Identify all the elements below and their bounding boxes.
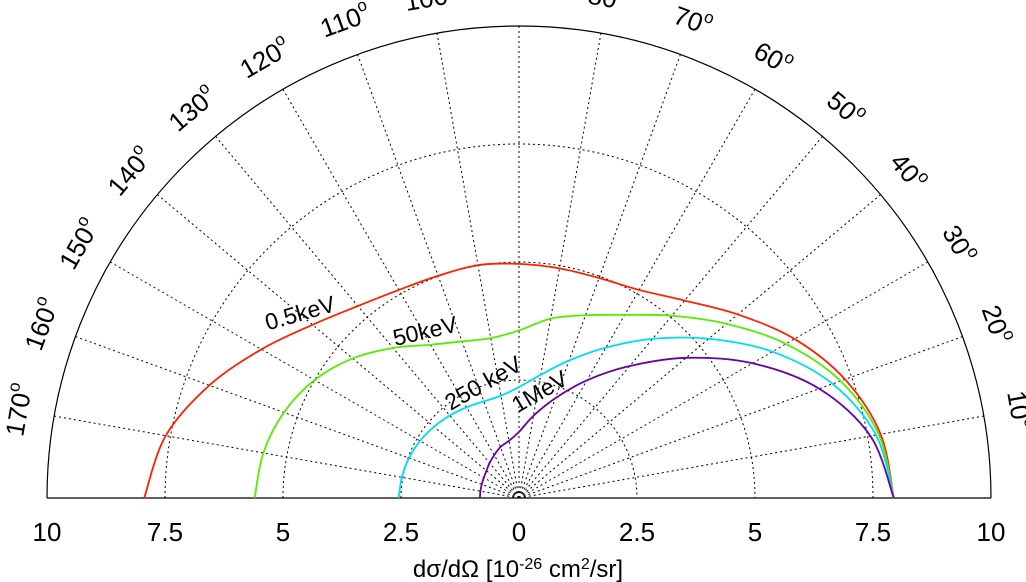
angle-label-value: 60 (749, 35, 789, 75)
angle-label: 150o (50, 212, 105, 274)
grid-spoke (518, 136, 823, 499)
axis-tick-label: 10 (977, 517, 1006, 547)
axis-tick-label: 5 (276, 517, 290, 547)
angle-label-value: 100 (402, 0, 450, 17)
x-axis-label-middle: cm (542, 556, 581, 582)
angle-label: 120o (233, 29, 295, 84)
grid-circle (400, 379, 638, 499)
angle-label: 90o (500, 0, 538, 5)
grid-spoke (518, 33, 602, 499)
angle-label: 110o (315, 0, 374, 43)
angle-label-value: 90 (500, 0, 529, 5)
grid-spoke (518, 415, 984, 499)
x-axis-label-exponent-2: 2 (581, 556, 590, 573)
grid-spoke (518, 54, 681, 499)
degree-symbol: o (4, 381, 24, 394)
angle-label: 50o (821, 83, 872, 133)
angle-label-value: 160 (18, 303, 61, 354)
curve-label: 0.5keV (262, 290, 339, 335)
frame-layer (46, 25, 992, 499)
angle-label: 80o (586, 0, 630, 16)
outer-arc (46, 25, 992, 499)
x-axis-label: dσ/dΩ [10-26 cm2/sr] (413, 556, 623, 582)
angle-label: 160o (16, 293, 65, 354)
axis-tick-label: 2.5 (383, 517, 419, 547)
grid-spoke (157, 194, 520, 499)
series-curve (397, 336, 895, 499)
series-curve (143, 262, 895, 499)
axis-tick-layer: 10 7.5 5 2.5 0 2.5 5 7.5 10 (33, 517, 1006, 547)
axis-tick-label: 7.5 (855, 517, 891, 547)
angle-label: 140o (99, 140, 158, 202)
angle-label-value: 70 (670, 0, 707, 38)
axis-tick-label: 7.5 (147, 517, 183, 547)
angle-label: 40o (884, 145, 934, 196)
grid-spoke (518, 88, 756, 499)
x-axis-label-suffix: /sr] (590, 556, 623, 582)
angle-label-value: 170 (0, 390, 36, 438)
angle-label-value: 10 (1001, 388, 1026, 422)
angle-label-value: 140 (101, 149, 152, 202)
angle-label-value: 150 (53, 222, 101, 275)
axis-tick-label: 0 (512, 517, 526, 547)
angle-label: 60o (749, 33, 799, 81)
angle-label-value: 80 (586, 0, 620, 14)
grid-spoke (215, 136, 520, 499)
angle-label: 100o (402, 0, 460, 17)
grid-circle (164, 143, 874, 499)
grid-spoke (282, 88, 520, 499)
x-axis-label-prefix: dσ/dΩ [10 (413, 556, 519, 582)
series-curve (478, 356, 895, 499)
angle-label-value: 50 (821, 85, 862, 127)
angle-label: 130o (161, 78, 223, 137)
angle-label: 10o (1001, 388, 1026, 432)
angle-label: 30o (936, 218, 984, 268)
series-curve (253, 313, 895, 499)
grid-spoke (75, 336, 520, 499)
grid-spoke (54, 415, 520, 499)
grid-spoke (518, 336, 963, 499)
grid-spoke (518, 194, 881, 499)
series-layer (143, 262, 895, 499)
angle-label: 170o (0, 381, 38, 439)
angle-label: 70o (670, 0, 717, 41)
axis-tick-label: 2.5 (619, 517, 655, 547)
grid-spoke (518, 261, 929, 499)
degree-symbol: o (1020, 416, 1026, 429)
axis-tick-label: 5 (748, 517, 762, 547)
degree-symbol: o (617, 0, 630, 2)
x-axis-label-exponent-1: -26 (519, 556, 542, 573)
angle-label: 20o (976, 300, 1020, 347)
axis-tick-label: 10 (33, 517, 62, 547)
